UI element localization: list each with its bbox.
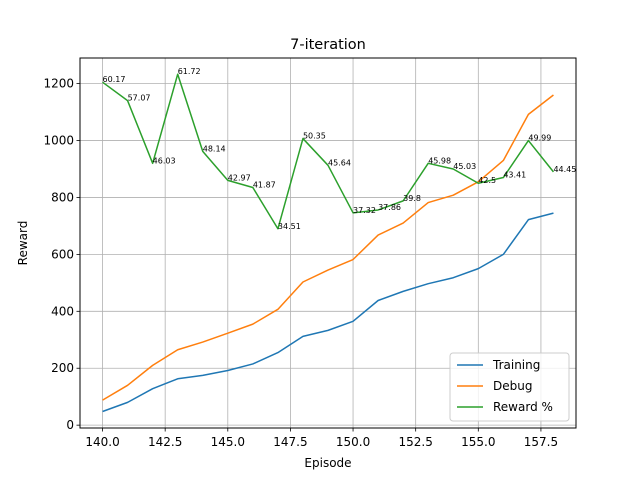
legend: Training Debug Reward % bbox=[449, 352, 570, 422]
x-tick-label: 157.5 bbox=[524, 435, 558, 449]
legend-label: Debug bbox=[493, 379, 532, 393]
x-axis-label: Episode bbox=[304, 456, 351, 470]
data-label: 60.17 bbox=[103, 75, 126, 84]
series-lines bbox=[102, 73, 555, 413]
data-label: 61.72 bbox=[178, 67, 201, 76]
data-label: 49.99 bbox=[528, 134, 551, 143]
data-label: 45.98 bbox=[428, 156, 451, 165]
chart-title: 7-iteration bbox=[290, 37, 366, 53]
y-tick-label: 200 bbox=[51, 361, 74, 375]
data-label: 50.35 bbox=[303, 132, 326, 141]
x-tick-label: 155.0 bbox=[461, 435, 495, 449]
x-tick-label: 150.0 bbox=[336, 435, 370, 449]
data-label: 45.64 bbox=[328, 158, 351, 167]
data-label: 37.32 bbox=[353, 206, 376, 215]
x-tick-label: 152.5 bbox=[398, 435, 432, 449]
x-tick-label: 142.5 bbox=[148, 435, 182, 449]
legend-label: Reward % bbox=[493, 400, 553, 414]
data-label: 37.86 bbox=[378, 203, 401, 212]
data-label: 43.41 bbox=[503, 171, 526, 180]
y-tick-label: 600 bbox=[51, 247, 74, 261]
data-label: 34.51 bbox=[278, 222, 301, 231]
data-label: 45.03 bbox=[453, 162, 476, 171]
legend-label: Training bbox=[492, 358, 540, 372]
data-label: 42.5 bbox=[478, 176, 496, 185]
x-axis-ticks: 140.0 142.5 145.0 147.5 150.0 152.5 155.0 157.5 bbox=[85, 428, 558, 449]
y-tick-label: 1000 bbox=[43, 134, 74, 148]
y-tick-label: 1200 bbox=[43, 77, 74, 91]
data-label: 39.8 bbox=[403, 194, 421, 203]
x-tick-label: 145.0 bbox=[211, 435, 245, 449]
data-label: 42.97 bbox=[228, 173, 251, 182]
y-tick-label: 800 bbox=[51, 190, 74, 204]
legend-box bbox=[449, 352, 570, 422]
y-tick-label: 0 bbox=[66, 418, 74, 432]
data-label: 46.03 bbox=[153, 156, 176, 165]
data-label: 41.87 bbox=[253, 181, 276, 190]
y-axis-ticks: 0 200 400 600 800 1000 1200 bbox=[43, 77, 80, 432]
y-axis-label: Reward bbox=[16, 221, 30, 266]
x-tick-label: 147.5 bbox=[273, 435, 307, 449]
data-label: 44.45 bbox=[553, 165, 576, 174]
data-label: 57.07 bbox=[128, 94, 151, 103]
plot-frame bbox=[79, 57, 577, 429]
x-tick-label: 140.0 bbox=[85, 435, 119, 449]
data-label: 48.14 bbox=[203, 144, 226, 153]
y-tick-label: 400 bbox=[51, 304, 74, 318]
